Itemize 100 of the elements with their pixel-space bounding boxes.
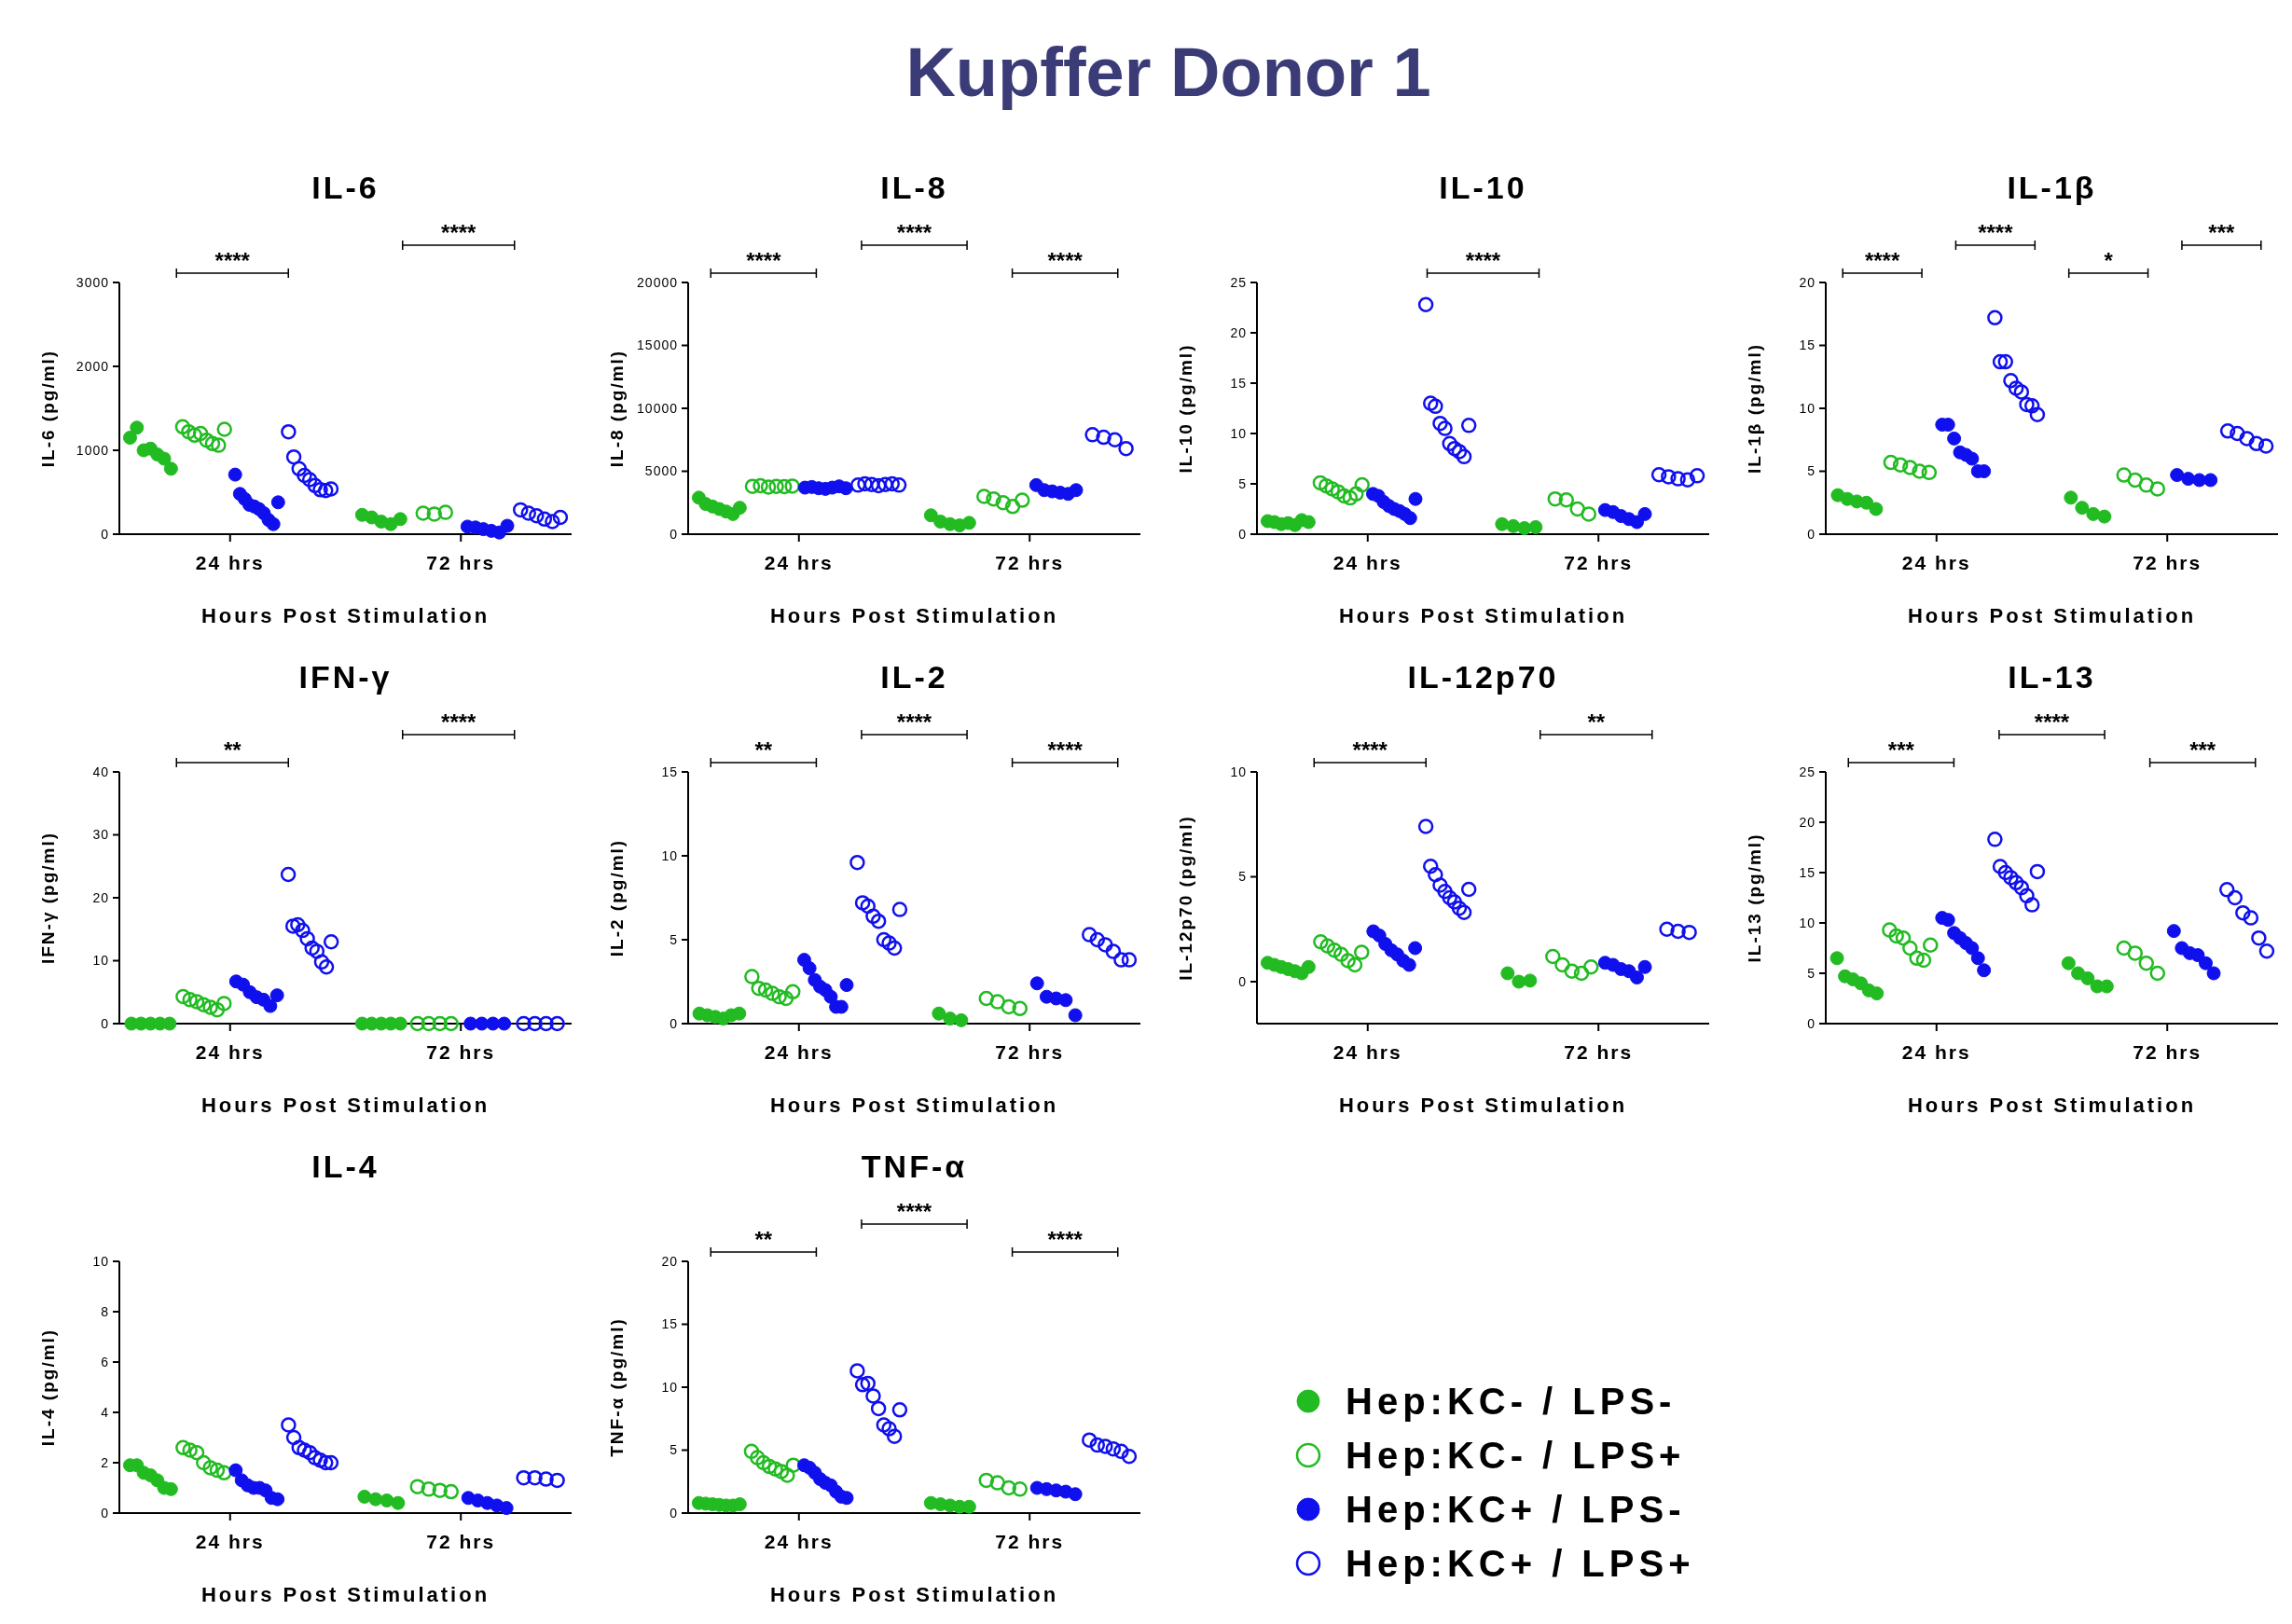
y-axis-title: IL-1β (pg/ml) <box>1745 343 1764 474</box>
y-tick-label: 5 <box>1238 869 1247 885</box>
x-axis-title: Hours Post Stimulation <box>769 1583 1059 1606</box>
y-tick-label: 2 <box>101 1454 109 1470</box>
text: **** <box>441 709 477 735</box>
y-tick-label: 15 <box>1799 337 1816 353</box>
y-tick-label: 0 <box>670 1505 678 1521</box>
x-tick-label: 24 hrs <box>1901 1041 1971 1063</box>
y-tick-label: 10 <box>1799 400 1816 416</box>
text: **** <box>1047 248 1084 273</box>
x-axis-title: Hours Post Stimulation <box>769 604 1059 627</box>
y-tick-label: 20 <box>1230 324 1247 340</box>
text: **** <box>896 1199 932 1224</box>
y-tick-label: 10 <box>661 1379 678 1395</box>
y-tick-label: 8 <box>101 1303 109 1319</box>
y-tick-label: 10 <box>1230 764 1247 779</box>
x-axis-title: Hours Post Stimulation <box>200 1094 490 1117</box>
y-tick-label: 10 <box>1230 425 1247 441</box>
x-tick-label: 24 hrs <box>195 1041 265 1063</box>
chart-title: IL-2 <box>880 659 948 695</box>
y-tick-label: 4 <box>101 1404 109 1420</box>
y-tick-label: 15 <box>661 1316 678 1332</box>
x-tick-label: 72 hrs <box>995 1531 1065 1552</box>
y-tick-label: 25 <box>1230 274 1247 290</box>
text: **** <box>214 248 251 273</box>
x-axis-title: Hours Post Stimulation <box>200 1583 490 1606</box>
y-tick-label: 15 <box>1230 375 1247 391</box>
x-tick-label: 24 hrs <box>195 1531 265 1552</box>
y-tick-label: 20 <box>1799 814 1816 830</box>
y-tick-label: 0 <box>1238 526 1247 542</box>
x-tick-label: 72 hrs <box>995 552 1065 573</box>
text: **** <box>746 248 782 273</box>
x-tick-label: 72 hrs <box>1564 1041 1634 1063</box>
x-axis-title: Hours Post Stimulation <box>1907 604 2197 627</box>
x-axis-title: Hours Post Stimulation <box>1338 604 1628 627</box>
y-tick-label: 15 <box>1799 864 1816 880</box>
y-tick-label: 10 <box>661 847 678 863</box>
text: **** <box>2034 709 2070 735</box>
y-tick-label: 15 <box>661 764 678 779</box>
chart-title: IL-8 <box>880 170 948 205</box>
y-tick-label: 1000 <box>76 442 109 458</box>
y-axis-title: IL-4 (pg/ml) <box>38 1328 58 1447</box>
x-tick-label: 24 hrs <box>1332 552 1402 573</box>
x-tick-label: 24 hrs <box>195 552 265 573</box>
text: ** <box>754 1227 773 1252</box>
x-axis-title: Hours Post Stimulation <box>769 1094 1059 1117</box>
y-axis-title: IL-2 (pg/ml) <box>607 838 627 957</box>
text: ** <box>223 737 242 763</box>
chart-title: IL-12p70 <box>1407 659 1559 695</box>
x-tick-label: 24 hrs <box>764 1041 834 1063</box>
x-axis-title: Hours Post Stimulation <box>200 604 490 627</box>
chart-title: IL-10 <box>1439 170 1527 205</box>
chart-title: IL-6 <box>311 170 380 205</box>
x-tick-label: 24 hrs <box>764 1531 834 1552</box>
y-tick-label: 0 <box>1238 973 1247 989</box>
y-tick-label: 0 <box>1807 1015 1816 1031</box>
y-axis-title: IL-12p70 (pg/ml) <box>1176 815 1195 981</box>
text: **** <box>1047 1227 1084 1252</box>
y-tick-label: 0 <box>101 1015 109 1031</box>
text: ** <box>1587 709 1606 735</box>
text: **** <box>1465 248 1501 273</box>
y-axis-title: IL-8 (pg/ml) <box>607 349 627 468</box>
x-tick-label: 72 hrs <box>1564 552 1634 573</box>
x-tick-label: 72 hrs <box>426 1531 496 1552</box>
text: **** <box>1047 737 1084 763</box>
text: **** <box>1352 737 1388 763</box>
x-tick-label: 24 hrs <box>1332 1041 1402 1063</box>
x-tick-label: 72 hrs <box>995 1041 1065 1063</box>
x-tick-label: 24 hrs <box>764 552 834 573</box>
chart-title: IL-1β <box>2007 170 2097 205</box>
legend-label: Hep:KC+ / LPS+ <box>1346 1543 1695 1584</box>
y-tick-label: 30 <box>92 827 109 843</box>
text: *** <box>2208 220 2236 245</box>
y-tick-label: 5 <box>1238 475 1247 491</box>
y-axis-title: IL-6 (pg/ml) <box>38 349 58 468</box>
y-tick-label: 15000 <box>637 337 678 353</box>
chart-title: TNF-α <box>861 1149 968 1184</box>
y-tick-label: 5 <box>670 931 678 947</box>
y-axis-title: IL-10 (pg/ml) <box>1176 343 1195 474</box>
y-tick-label: 3000 <box>76 274 109 290</box>
y-tick-label: 10 <box>92 953 109 969</box>
y-tick-label: 6 <box>101 1354 109 1369</box>
x-tick-label: 72 hrs <box>426 552 496 573</box>
y-tick-label: 0 <box>101 1505 109 1521</box>
y-tick-label: 0 <box>101 526 109 542</box>
x-tick-label: 72 hrs <box>2133 1041 2202 1063</box>
y-tick-label: 0 <box>670 1015 678 1031</box>
y-axis-title: IFN-γ (pg/ml) <box>38 831 58 965</box>
chart-title: IFN-γ <box>298 659 393 695</box>
text: *** <box>1887 737 1915 763</box>
y-tick-label: 20000 <box>637 274 678 290</box>
text: **** <box>896 220 932 245</box>
y-tick-label: 20 <box>661 1253 678 1269</box>
text: **** <box>896 709 932 735</box>
y-tick-label: 5 <box>670 1442 678 1458</box>
text: *** <box>2189 737 2216 763</box>
y-tick-label: 40 <box>92 764 109 779</box>
chart-title: IL-4 <box>311 1149 380 1184</box>
text: Kupffer Donor 1 <box>905 34 1431 111</box>
y-tick-label: 20 <box>1799 274 1816 290</box>
